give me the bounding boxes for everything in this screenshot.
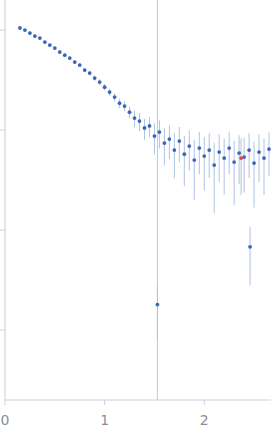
y-tick (0, 230, 5, 231)
error-bar (204, 137, 205, 190)
error-bar (184, 136, 185, 186)
error-bar (250, 227, 251, 286)
data-point (88, 71, 92, 75)
data-point (103, 85, 107, 89)
data-point (43, 40, 47, 44)
data-point (192, 158, 196, 162)
error-bar (259, 135, 260, 182)
data-point (38, 36, 42, 40)
error-bar (159, 120, 160, 148)
data-point (163, 141, 167, 145)
y-tick (0, 330, 5, 331)
error-bar (264, 138, 265, 194)
data-point (123, 104, 127, 108)
error-bar (254, 142, 255, 208)
error-bar (234, 141, 235, 205)
data-point (33, 34, 37, 38)
data-point (98, 80, 102, 84)
data-point (237, 151, 241, 155)
data-point (93, 76, 97, 80)
error-bar (241, 138, 242, 194)
error-bar (214, 143, 215, 214)
data-point (252, 161, 256, 165)
data-point (83, 68, 87, 72)
error-bar (219, 135, 220, 182)
data-point (172, 148, 176, 152)
x-tick-label: 1 (100, 412, 109, 428)
data-point (197, 146, 201, 150)
error-bar (269, 133, 270, 177)
y-tick (0, 130, 5, 131)
data-point (53, 46, 57, 50)
data-point (267, 147, 271, 151)
error-bar (169, 125, 170, 159)
data-point (138, 119, 142, 123)
data-point (247, 148, 251, 152)
error-bar (239, 135, 240, 184)
data-point (202, 154, 206, 158)
data-point (18, 26, 22, 30)
data-point (133, 116, 137, 120)
error-bar (154, 123, 155, 154)
y-tick (0, 30, 5, 31)
data-point (222, 156, 226, 160)
data-point (118, 101, 122, 105)
data-point (58, 50, 62, 54)
x-tick (204, 400, 205, 405)
data-point (248, 245, 252, 249)
error-bar (157, 285, 158, 339)
data-point (73, 60, 77, 64)
error-bar (194, 140, 195, 200)
data-point (68, 56, 72, 60)
data-point (153, 134, 157, 138)
x-tick (104, 400, 105, 405)
x-tick-label: 2 (200, 412, 209, 428)
x-tick-label: 0 (1, 412, 10, 428)
error-bar (164, 128, 165, 165)
data-point (23, 28, 27, 32)
data-point (182, 152, 186, 156)
plot-area (18, 0, 271, 400)
error-bar (244, 138, 245, 193)
data-point (212, 163, 216, 167)
error-bar (224, 138, 225, 194)
data-point (143, 126, 147, 130)
data-point (262, 156, 266, 160)
error-bar (229, 132, 230, 175)
data-point (63, 53, 67, 57)
data-point (257, 150, 261, 154)
x-axis (5, 400, 271, 401)
data-point (232, 160, 236, 164)
data-point (48, 43, 52, 47)
error-bar (249, 133, 250, 178)
reference-line (157, 0, 158, 400)
data-point (187, 144, 191, 148)
data-point (108, 90, 112, 94)
data-point (217, 150, 221, 154)
data-point (156, 303, 160, 307)
data-point (128, 110, 132, 114)
error-bar (209, 133, 210, 178)
data-point (177, 139, 181, 143)
data-point (207, 148, 211, 152)
y-axis (5, 0, 6, 400)
error-bar (189, 130, 190, 170)
x-tick (5, 400, 6, 405)
data-point (28, 31, 32, 35)
data-point (148, 124, 152, 128)
data-point (167, 137, 171, 141)
data-point (227, 146, 231, 150)
error-bar (174, 133, 175, 178)
data-point (239, 156, 243, 160)
error-bar (199, 132, 200, 175)
error-bar (179, 127, 180, 162)
chart: 0 1 2 (0, 0, 271, 437)
data-point (78, 63, 82, 67)
data-point (158, 130, 162, 134)
data-point (113, 95, 117, 99)
